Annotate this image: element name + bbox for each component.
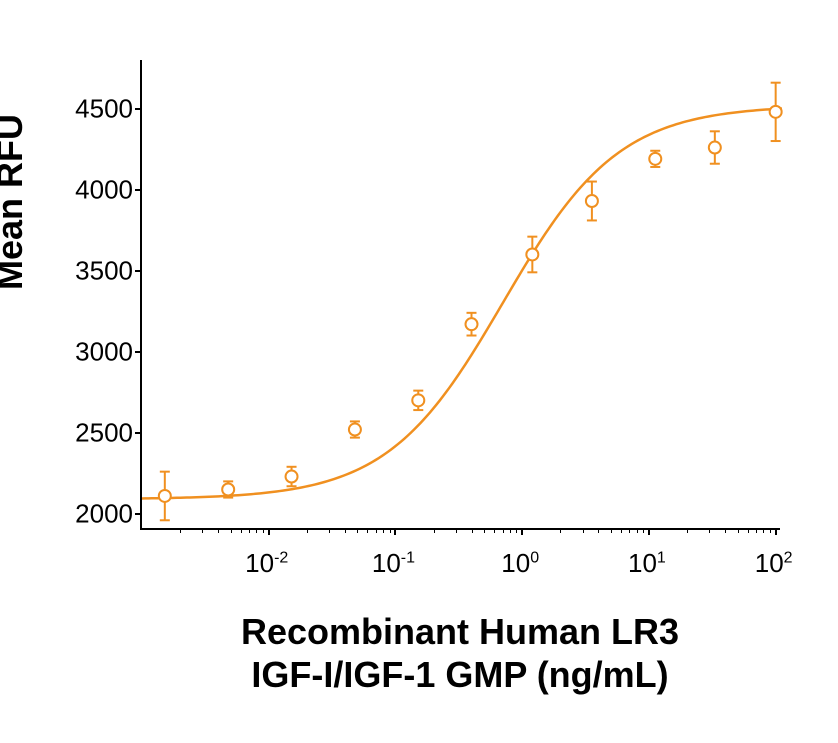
data-marker: [222, 483, 234, 495]
y-tick-label: 2500: [75, 417, 133, 448]
x-minor-tick: [263, 528, 264, 533]
y-tick: [135, 270, 142, 272]
data-marker: [286, 471, 298, 483]
x-axis-label: Recombinant Human LR3 IGF-I/IGF-1 GMP (n…: [140, 610, 780, 696]
y-tick: [135, 351, 142, 353]
x-minor-tick: [390, 528, 391, 533]
x-minor-tick: [770, 528, 771, 533]
x-minor-tick: [643, 528, 644, 533]
y-tick: [135, 432, 142, 434]
x-tick: [648, 528, 650, 535]
x-tick: [268, 528, 270, 535]
y-tick-label: 3500: [75, 255, 133, 286]
x-minor-tick: [598, 528, 599, 533]
data-marker: [709, 142, 721, 154]
x-minor-tick: [738, 528, 739, 533]
y-tick-label: 4500: [75, 93, 133, 124]
x-minor-tick: [472, 528, 473, 533]
data-marker: [649, 153, 661, 165]
x-minor-tick: [307, 528, 308, 533]
data-marker: [770, 106, 782, 118]
y-tick-label: 2000: [75, 498, 133, 529]
x-minor-tick: [510, 528, 511, 533]
x-minor-tick: [456, 528, 457, 533]
x-axis-label-line2: IGF-I/IGF-1 GMP (ng/mL): [251, 654, 668, 695]
x-minor-tick: [202, 528, 203, 533]
x-minor-tick: [434, 528, 435, 533]
x-minor-tick: [763, 528, 764, 533]
y-tick-label: 3000: [75, 336, 133, 367]
x-minor-tick: [583, 528, 584, 533]
x-tick: [775, 528, 777, 535]
x-minor-tick: [611, 528, 612, 533]
x-minor-tick: [560, 528, 561, 533]
x-minor-tick: [376, 528, 377, 533]
fit-curve: [142, 109, 782, 499]
x-minor-tick: [709, 528, 710, 533]
x-minor-tick: [383, 528, 384, 533]
data-marker: [349, 424, 361, 436]
x-minor-tick: [484, 528, 485, 533]
x-tick-label: 10-2: [245, 548, 288, 579]
x-minor-tick: [367, 528, 368, 533]
x-minor-tick: [256, 528, 257, 533]
x-minor-tick: [231, 528, 232, 533]
x-minor-tick: [621, 528, 622, 533]
x-minor-tick: [494, 528, 495, 533]
data-marker: [526, 248, 538, 260]
x-minor-tick: [218, 528, 219, 533]
plot-svg: [142, 60, 782, 530]
x-minor-tick: [687, 528, 688, 533]
data-marker: [412, 394, 424, 406]
x-tick-label: 102: [755, 548, 793, 579]
plot-area: [140, 60, 780, 530]
x-minor-tick: [241, 528, 242, 533]
data-marker: [159, 490, 171, 502]
x-tick-label: 10-1: [372, 548, 415, 579]
x-axis-label-line1: Recombinant Human LR3: [241, 611, 679, 652]
x-minor-tick: [629, 528, 630, 533]
x-minor-tick: [249, 528, 250, 533]
y-tick: [135, 513, 142, 515]
x-minor-tick: [748, 528, 749, 533]
x-tick-label: 101: [628, 548, 666, 579]
x-minor-tick: [357, 528, 358, 533]
y-tick-label: 4000: [75, 174, 133, 205]
x-tick: [521, 528, 523, 535]
x-minor-tick: [180, 528, 181, 533]
x-tick: [394, 528, 396, 535]
x-tick-label: 100: [501, 548, 539, 579]
x-minor-tick: [503, 528, 504, 533]
data-marker: [586, 195, 598, 207]
y-axis-label: Mean RFU: [0, 114, 31, 290]
data-marker: [466, 318, 478, 330]
y-tick: [135, 108, 142, 110]
y-tick: [135, 189, 142, 191]
x-minor-tick: [756, 528, 757, 533]
x-minor-tick: [329, 528, 330, 533]
x-minor-tick: [725, 528, 726, 533]
x-minor-tick: [345, 528, 346, 533]
x-minor-tick: [637, 528, 638, 533]
x-minor-tick: [516, 528, 517, 533]
